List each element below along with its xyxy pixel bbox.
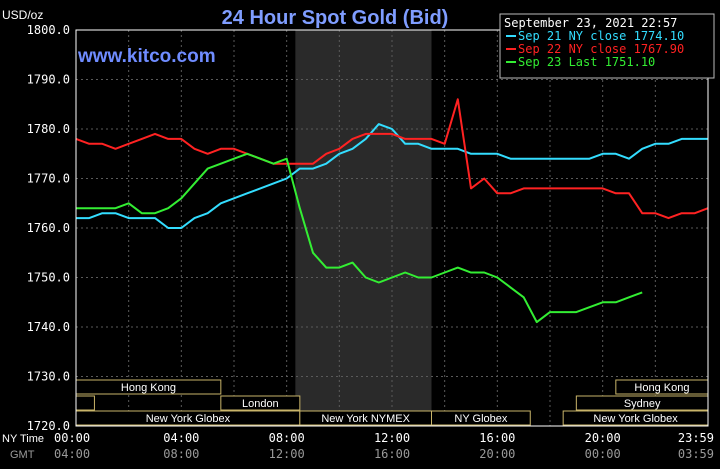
y-tick-label: 1800.0 [27, 23, 70, 37]
x-tick-label-ny: 00:00 [54, 431, 90, 445]
x-axis-label-ny: NY Time [2, 433, 44, 445]
session-label: New York Globex [146, 413, 231, 425]
session-label: Hong Kong [121, 382, 176, 394]
x-tick-label-gmt: 03:59 [678, 447, 714, 461]
x-tick-label-gmt: 00:00 [585, 447, 621, 461]
x-tick-label-gmt: 08:00 [163, 447, 199, 461]
session-label: London [242, 398, 279, 410]
session-bar [431, 410, 531, 426]
legend-entry: Sep 23 Last 1751.10 [518, 55, 655, 69]
session-label: Sydney [624, 398, 661, 410]
session-label: New York Globex [593, 413, 678, 425]
session-label: New York NYMEX [321, 413, 410, 425]
x-tick-label-gmt: 16:00 [374, 447, 410, 461]
x-tick-label-gmt: 12:00 [269, 447, 305, 461]
x-tick-label-gmt: 04:00 [54, 447, 90, 461]
unit-label: USD/oz [2, 8, 43, 22]
y-tick-label: 1790.0 [27, 73, 70, 87]
session-bar [75, 395, 95, 411]
datetime-label: September 23, 2021 22:57 [504, 16, 677, 30]
x-tick-label-ny: 12:00 [374, 431, 410, 445]
shaded-period-0 [295, 30, 432, 426]
x-axis-label-gmt: GMT [10, 449, 35, 461]
y-tick-label: 1740.0 [27, 320, 70, 334]
watermark-link[interactable]: www.kitco.com [77, 46, 216, 67]
y-tick-label: 1770.0 [27, 172, 70, 186]
series-line-2 [76, 152, 643, 324]
legend-entry: Sep 22 NY close 1767.90 [518, 42, 684, 56]
series-line-1 [75, 98, 709, 220]
y-tick-label: 1760.0 [27, 221, 70, 235]
y-tick-label: 1720.0 [27, 419, 70, 433]
legend-frame [499, 13, 715, 79]
x-tick-label-ny: 16:00 [479, 431, 515, 445]
session-label: NY Globex [454, 413, 507, 425]
series-line-0 [76, 123, 708, 229]
x-tick-label-gmt: 20:00 [479, 447, 515, 461]
chart-title: 24 Hour Spot Gold (Bid) [222, 7, 449, 29]
y-tick-label: 1730.0 [27, 370, 70, 384]
x-tick-label-ny: 08:00 [269, 431, 305, 445]
x-tick-label-ny: 23:59 [678, 431, 714, 445]
session-bar [220, 395, 301, 411]
plot-frame [75, 29, 709, 427]
legend-box: September 23, 2021 22:57 Sep 21 NY close… [499, 13, 715, 79]
y-tick-label: 1750.0 [27, 271, 70, 285]
legend-entry: Sep 21 NY close 1774.10 [518, 29, 684, 43]
session-label: Hong Kong [634, 382, 689, 394]
x-tick-label-ny: 20:00 [585, 431, 621, 445]
y-tick-label: 1780.0 [27, 122, 70, 136]
x-tick-label-ny: 04:00 [163, 431, 199, 445]
